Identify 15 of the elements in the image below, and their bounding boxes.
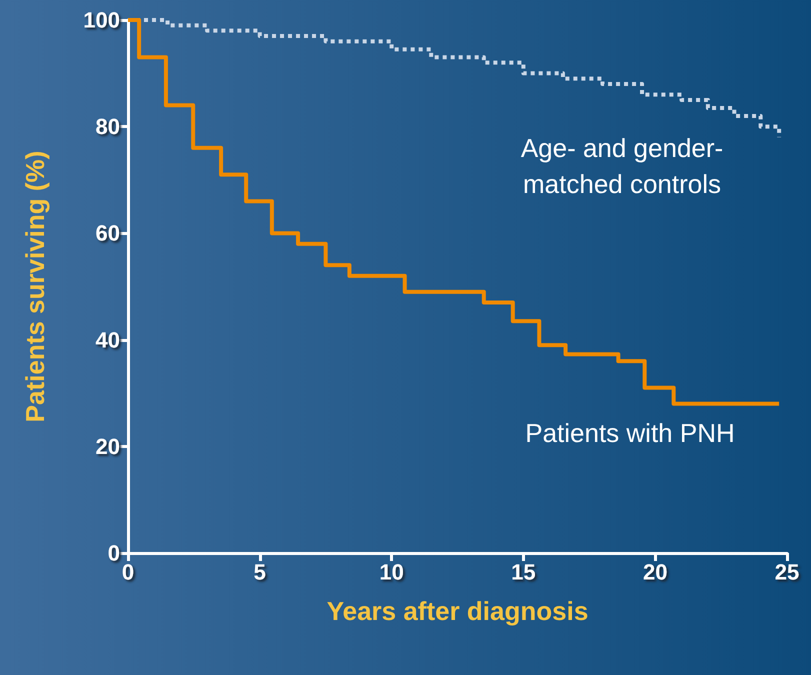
x-tick-label: 15 [511, 560, 536, 584]
x-tick-label: 25 [774, 560, 800, 584]
y-axis-title: Patients surviving (%) [20, 150, 50, 422]
y-tick-label: 20 [96, 434, 120, 459]
y-tick-label: 100 [83, 8, 120, 32]
y-tick-label: 60 [96, 220, 120, 246]
y-tick-label: 0 [108, 540, 120, 566]
annotation: Age- and gender- matched controls [520, 133, 724, 199]
x-tick-label: 10 [379, 560, 404, 584]
x-axis-title: Years after diagnosis [326, 596, 588, 626]
y-tick-label: 40 [96, 327, 120, 352]
y-tick-label: 80 [96, 114, 120, 140]
x-tick-label: 5 [254, 560, 266, 584]
annotation: Patients with PNH [525, 418, 735, 448]
x-tick-label: 20 [642, 560, 668, 584]
